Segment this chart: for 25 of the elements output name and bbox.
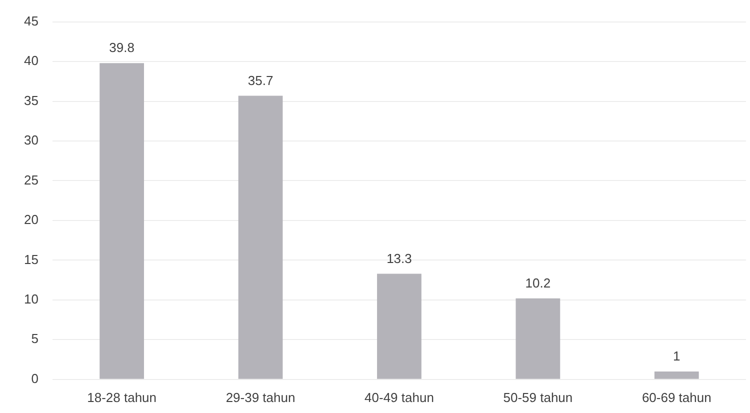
x-tick-label: 18-28 tahun [87, 390, 157, 405]
data-label: 13.3 [386, 250, 412, 266]
y-tick-label: 0 [31, 370, 38, 386]
data-label: 35.7 [248, 72, 274, 88]
y-tick-label: 20 [24, 212, 38, 228]
data-label: 10.2 [525, 275, 551, 290]
x-tick-label: 60-69 tahun [642, 390, 712, 405]
bar [654, 371, 699, 379]
y-tick-label: 30 [24, 132, 38, 148]
bar [238, 96, 283, 379]
y-tick-label: 35 [24, 92, 38, 108]
y-tick-label: 45 [24, 13, 38, 28]
bar [377, 274, 422, 379]
y-tick-label: 5 [31, 331, 38, 346]
data-label: 39.8 [109, 40, 134, 56]
y-tick-label: 15 [24, 252, 38, 267]
x-tick-label: 40-49 tahun [364, 390, 434, 405]
y-tick-label: 40 [24, 53, 38, 68]
y-tick-label: 10 [24, 292, 38, 307]
bar [516, 298, 560, 379]
bar [100, 63, 144, 379]
y-tick-label: 25 [24, 172, 38, 188]
x-tick-label: 50-59 tahun [503, 390, 573, 405]
data-label: 1 [673, 348, 680, 364]
x-tick-label: 29-39 tahun [226, 390, 296, 405]
